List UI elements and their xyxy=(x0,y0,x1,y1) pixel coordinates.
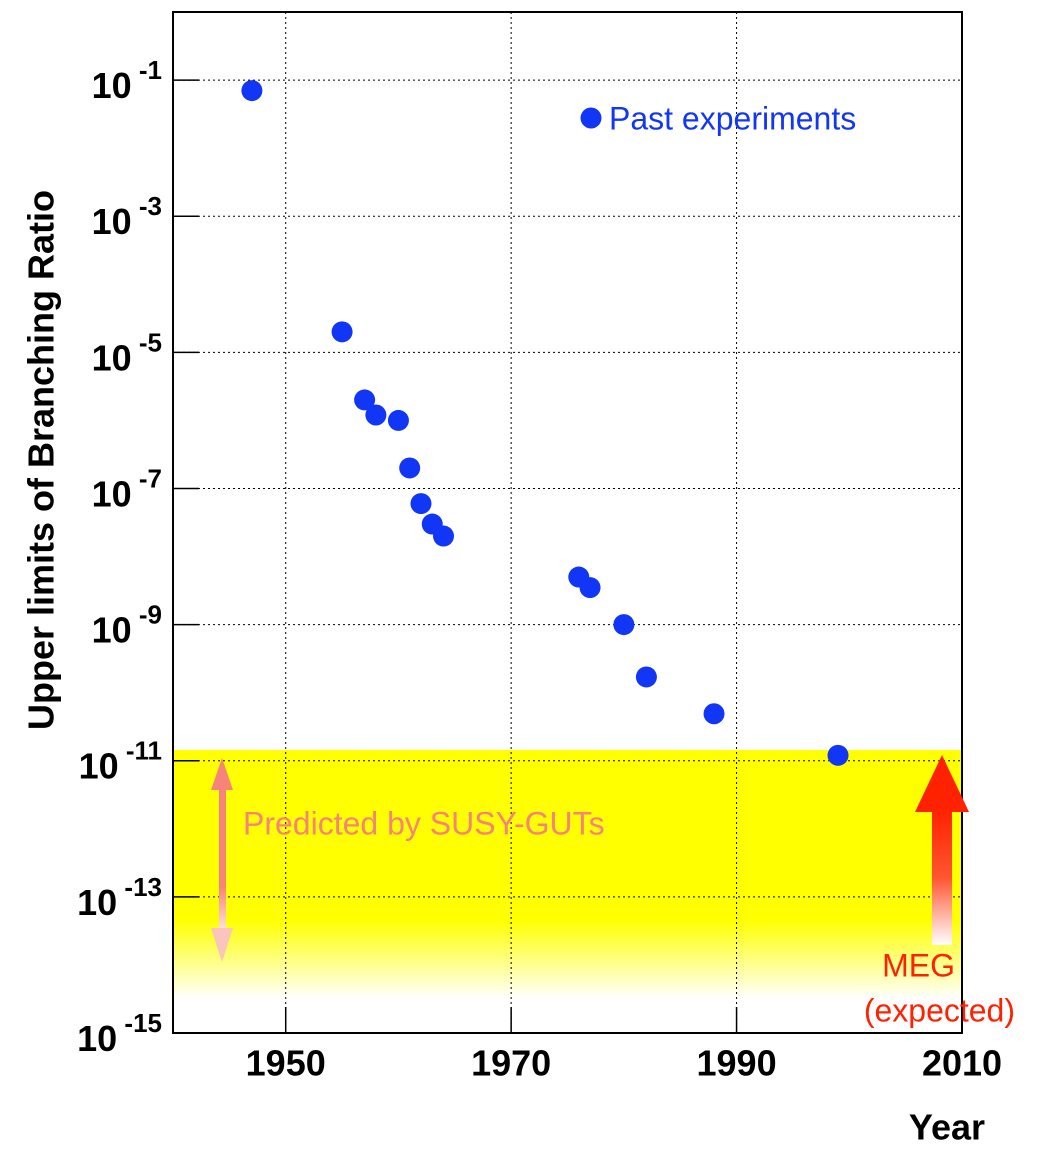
y-tick-label: 10 -11 xyxy=(79,736,162,787)
meg-label: MEG xyxy=(882,947,955,983)
data-point xyxy=(827,744,849,766)
y-tick-label: 10 -5 xyxy=(92,327,162,378)
x-tick-label: 1990 xyxy=(697,1043,777,1084)
prediction-band xyxy=(173,750,962,1033)
data-point xyxy=(613,614,635,636)
data-point xyxy=(579,577,601,599)
data-point xyxy=(241,80,263,102)
meg-label: (expected) xyxy=(864,992,1015,1028)
data-point xyxy=(635,666,657,688)
data-point xyxy=(433,525,455,547)
plot-frame xyxy=(172,11,963,1034)
susy-arrow xyxy=(211,758,233,962)
x-tick-label: 1950 xyxy=(246,1043,326,1084)
data-point xyxy=(365,404,387,426)
y-tick-label: 10 -3 xyxy=(92,191,162,242)
legend-label: Past experiments xyxy=(609,100,856,136)
y-axis-label: Upper limits of Branching Ratio xyxy=(21,190,62,730)
data-point xyxy=(410,493,432,515)
data-point xyxy=(331,321,353,343)
susy-label: Predicted by SUSY-GUTs xyxy=(243,805,605,841)
y-tick-label: 10 -1 xyxy=(92,55,162,106)
y-tick-label: 10 -9 xyxy=(92,599,162,650)
data-point xyxy=(354,389,376,411)
y-tick-label: 10 -7 xyxy=(92,463,162,514)
legend-marker xyxy=(580,107,602,129)
x-tick-label: 2010 xyxy=(922,1043,1002,1084)
x-axis-label: Year xyxy=(909,1107,985,1148)
y-tick-label: 10 -13 xyxy=(77,872,162,923)
meg-arrow xyxy=(915,755,969,945)
data-point xyxy=(387,409,409,431)
data-point xyxy=(703,703,725,725)
data-point xyxy=(399,457,421,479)
x-tick-label: 1970 xyxy=(471,1043,551,1084)
y-tick-label: 10 -15 xyxy=(77,1008,162,1059)
